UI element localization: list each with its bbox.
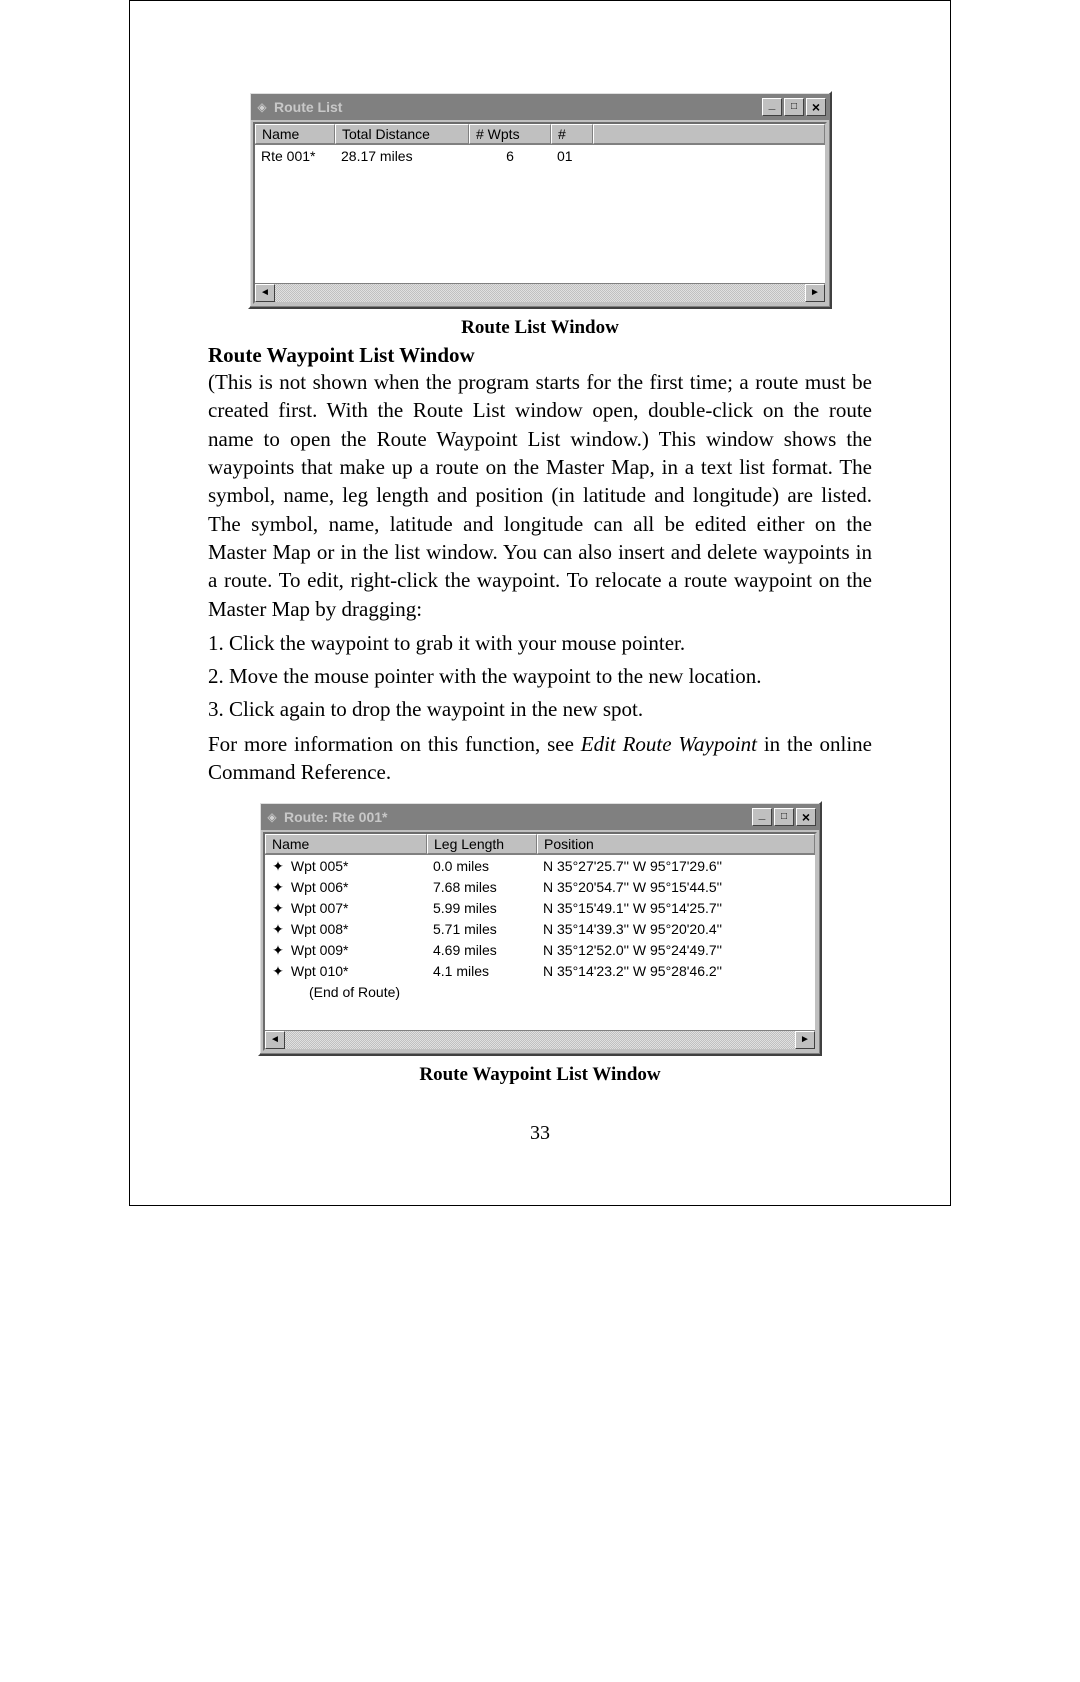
cell-num: 01 <box>551 148 593 164</box>
table-row[interactable]: ✦ Wpt 008*5.71 milesN 35°14'39.3'' W 95°… <box>265 919 815 940</box>
waypoint-icon: ✦ <box>271 921 285 938</box>
cell-name: ✦ Wpt 010* <box>265 963 427 980</box>
minimize-button[interactable]: _ <box>752 808 772 826</box>
paragraph-1: (This is not shown when the program star… <box>208 368 872 623</box>
waypoint-icon: ✦ <box>271 942 285 959</box>
h-scrollbar[interactable]: ◄ ► <box>255 283 825 302</box>
cell-name: Rte 001* <box>255 148 335 164</box>
titlebar[interactable]: ◈ Route List _ □ × <box>251 94 829 120</box>
table-row[interactable]: ✦ Wpt 006*7.68 milesN 35°20'54.7'' W 95°… <box>265 877 815 898</box>
table-row[interactable]: ✦ Wpt 007*5.99 milesN 35°15'49.1'' W 95°… <box>265 898 815 919</box>
col-num[interactable]: # <box>551 124 593 144</box>
table-row[interactable]: ✦ Wpt 009*4.69 milesN 35°12'52.0'' W 95°… <box>265 940 815 961</box>
table-row[interactable]: Rte 001* 28.17 miles 6 01 <box>255 146 825 166</box>
caption-route-list: Route List Window <box>208 317 872 339</box>
column-headers: Name Total Distance # Wpts # <box>255 124 825 145</box>
cell-leg: 5.99 miles <box>427 900 537 917</box>
step-3: 3. Click again to drop the waypoint in t… <box>208 697 872 722</box>
column-headers: Name Leg Length Position <box>265 834 815 855</box>
cell-pos: N 35°15'49.1'' W 95°14'25.7'' <box>537 900 815 917</box>
route-rows: Rte 001* 28.17 miles 6 01 <box>255 145 825 283</box>
waypoint-rows: ✦ Wpt 005*0.0 milesN 35°27'25.7'' W 95°1… <box>265 855 815 1004</box>
scroll-track[interactable] <box>285 1031 795 1049</box>
cell-leg: 7.68 miles <box>427 879 537 896</box>
page-number: 33 <box>208 1122 872 1145</box>
cell-name: ✦ Wpt 009* <box>265 942 427 959</box>
cell-name: ✦ Wpt 008* <box>265 921 427 938</box>
col-wpts[interactable]: # Wpts <box>469 124 551 144</box>
cell-leg: 4.1 miles <box>427 963 537 980</box>
end-label: (End of Route) <box>265 984 406 1000</box>
scroll-left-button[interactable]: ◄ <box>265 1031 285 1049</box>
section-heading: Route Waypoint List Window <box>208 343 872 368</box>
cell-name: ✦ Wpt 005* <box>265 858 427 875</box>
scroll-right-button[interactable]: ► <box>795 1031 815 1049</box>
cell-wpts: 6 <box>469 148 551 164</box>
app-icon: ◈ <box>254 99 270 115</box>
paragraph-2: For more information on this function, s… <box>208 730 872 787</box>
col-name[interactable]: Name <box>255 124 335 144</box>
cell-leg: 0.0 miles <box>427 858 537 875</box>
cell-leg: 5.71 miles <box>427 921 537 938</box>
maximize-button[interactable]: □ <box>784 98 804 116</box>
cell-pos: N 35°27'25.7'' W 95°17'29.6'' <box>537 858 815 875</box>
waypoint-icon: ✦ <box>271 900 285 917</box>
table-row[interactable]: ✦ Wpt 005*0.0 milesN 35°27'25.7'' W 95°1… <box>265 856 815 877</box>
minimize-button[interactable]: _ <box>762 98 782 116</box>
route-list-window: ◈ Route List _ □ × Name Total Distance #… <box>248 91 832 309</box>
cell-leg: 4.69 miles <box>427 942 537 959</box>
h-scrollbar[interactable]: ◄ ► <box>265 1030 815 1049</box>
col-distance[interactable]: Total Distance <box>335 124 469 144</box>
cell-pos: N 35°12'52.0'' W 95°24'49.7'' <box>537 942 815 959</box>
close-button[interactable]: × <box>796 808 816 826</box>
app-icon: ◈ <box>264 809 280 825</box>
waypoint-icon: ✦ <box>271 879 285 896</box>
col-leg[interactable]: Leg Length <box>427 834 537 854</box>
cell-pos: N 35°20'54.7'' W 95°15'44.5'' <box>537 879 815 896</box>
col-pos[interactable]: Position <box>537 834 815 854</box>
col-spacer <box>593 124 825 144</box>
scroll-right-button[interactable]: ► <box>805 284 825 302</box>
maximize-button[interactable]: □ <box>774 808 794 826</box>
col-name[interactable]: Name <box>265 834 427 854</box>
scroll-left-button[interactable]: ◄ <box>255 284 275 302</box>
step-1: 1. Click the waypoint to grab it with yo… <box>208 631 872 656</box>
window-title: Route: Rte 001* <box>284 809 752 825</box>
caption-waypoint-list: Route Waypoint List Window <box>208 1064 872 1086</box>
cell-name: ✦ Wpt 007* <box>265 900 427 917</box>
step-2: 2. Move the mouse pointer with the waypo… <box>208 664 872 689</box>
scroll-track[interactable] <box>275 284 805 302</box>
table-row[interactable]: ✦ Wpt 010*4.1 milesN 35°14'23.2'' W 95°2… <box>265 961 815 982</box>
close-button[interactable]: × <box>806 98 826 116</box>
window-title: Route List <box>274 99 762 115</box>
cell-distance: 28.17 miles <box>335 148 469 164</box>
waypoint-icon: ✦ <box>271 963 285 980</box>
end-of-route-row: (End of Route) <box>265 982 815 1002</box>
waypoint-icon: ✦ <box>271 858 285 875</box>
cell-pos: N 35°14'23.2'' W 95°28'46.2'' <box>537 963 815 980</box>
cell-pos: N 35°14'39.3'' W 95°20'20.4'' <box>537 921 815 938</box>
cell-name: ✦ Wpt 006* <box>265 879 427 896</box>
route-waypoint-window: ◈ Route: Rte 001* _ □ × Name Leg Length … <box>258 801 822 1056</box>
titlebar[interactable]: ◈ Route: Rte 001* _ □ × <box>261 804 819 830</box>
